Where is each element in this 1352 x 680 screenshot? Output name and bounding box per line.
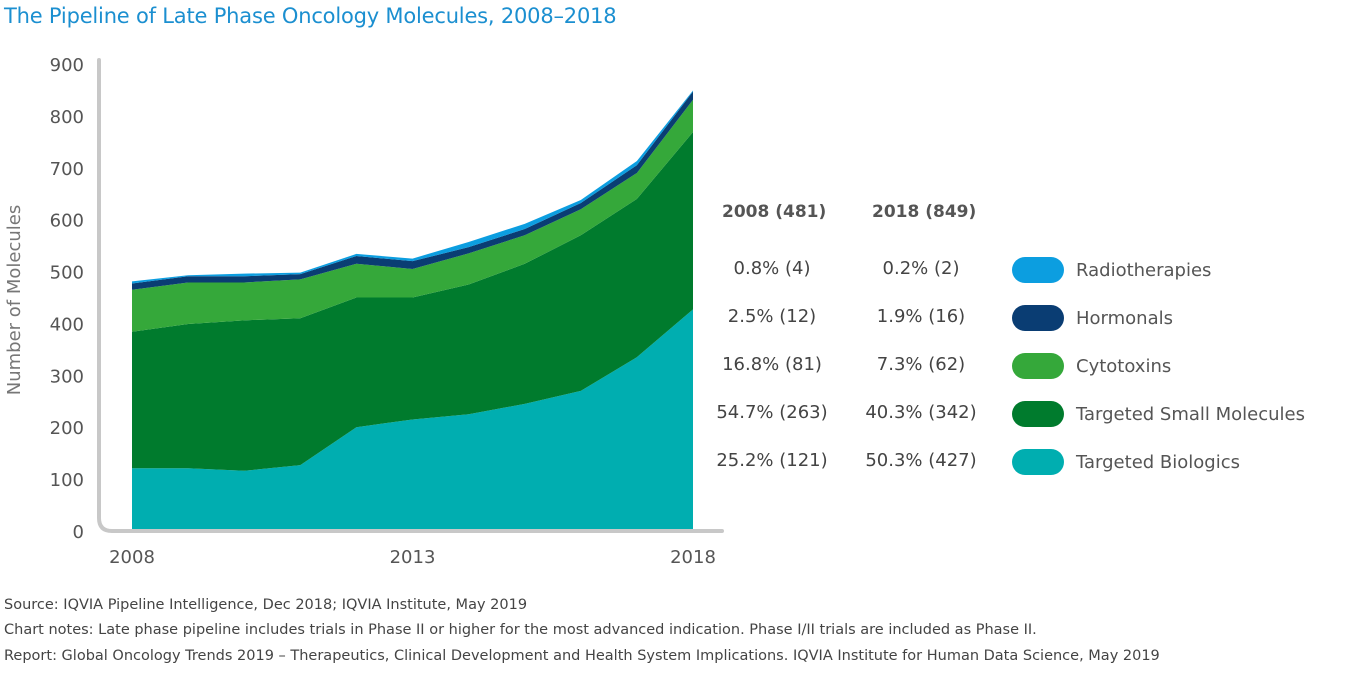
header-2018: 2018 (849) [872,202,977,222]
y-tick-label: 600 [50,211,84,232]
y-tick-label: 100 [50,470,84,491]
legend-label: Targeted Small Molecules [1076,403,1305,425]
value-2018: 1.9% (16) [876,306,966,327]
y-tick-label: 400 [50,314,84,335]
value-2018: 7.3% (62) [876,354,966,375]
legend-label: Hormonals [1076,307,1173,329]
legend-swatch [1012,401,1064,427]
area-chart: 0 100 200 300 400 500 600 700 800 900 2008 2013 201… [4,55,724,568]
value-2008: 2.5% (12) [727,306,817,327]
legend-item: Targeted Small Molecules [1012,400,1305,428]
legend-swatch [1012,257,1064,283]
y-tick-label: 300 [50,366,84,387]
area-cytotoxins [132,99,693,332]
x-tick-label: 2018 [670,547,716,568]
legend-item: Radiotherapies [1012,256,1211,284]
value-2008: 54.7% (263) [716,402,828,423]
legend-swatch [1012,449,1064,475]
legend-swatch [1012,305,1064,331]
value-2018: 0.2% (2) [882,258,960,279]
area-targeted-biologics [132,309,693,531]
area-targeted-small-molecules [132,131,693,471]
report-note: Report: Global Oncology Trends 2019 – Th… [4,648,1160,664]
y-axis-label: Number of Molecules [4,205,25,395]
axis-lines [97,58,724,533]
source-note: Source: IQVIA Pipeline Intelligence, Dec… [4,597,528,613]
legend-label: Radiotherapies [1076,259,1212,281]
value-2008: 0.8% (4) [733,258,811,279]
legend-item: Cytotoxins [1012,352,1171,380]
chart-title: The Pipeline of Late Phase Oncology Mole… [4,4,617,28]
header-2008: 2008 (481) [722,202,827,222]
x-tick-label: 2008 [109,547,155,568]
value-2008: 25.2% (121) [716,450,828,471]
y-tick-label: 500 [50,263,84,284]
legend-label: Cytotoxins [1076,355,1172,377]
value-2018: 40.3% (342) [865,402,977,423]
value-2018: 50.3% (427) [865,450,977,471]
legend-item: Targeted Biologics [1012,448,1240,476]
legend-swatch [1012,353,1064,379]
legend-label: Targeted Biologics [1076,451,1240,473]
legend-item: Hormonals [1012,304,1173,332]
chart-notes: Chart notes: Late phase pipeline include… [4,622,1037,638]
x-tick-label: 2013 [390,547,436,568]
y-tick-label: 0 [73,522,84,543]
y-tick-label: 200 [50,418,84,439]
y-tick-label: 800 [50,107,84,128]
y-tick-label: 700 [50,159,84,180]
y-tick-label: 900 [50,55,84,76]
value-2008: 16.8% (81) [722,354,822,375]
